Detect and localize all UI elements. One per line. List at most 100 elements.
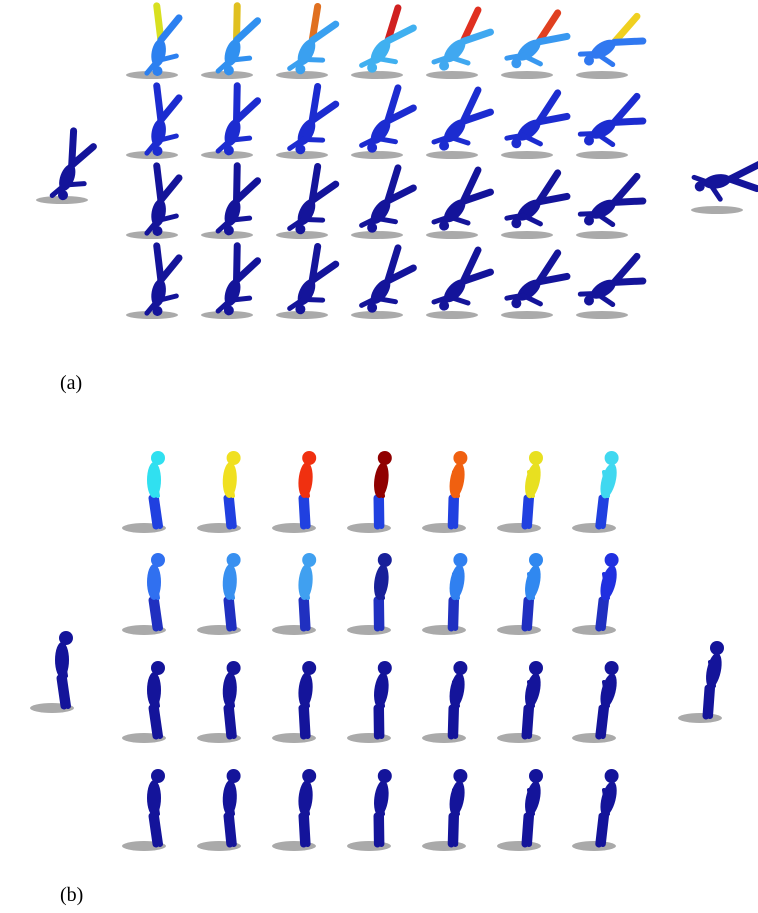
shadow (576, 311, 628, 319)
pose-render (199, 161, 273, 254)
leg (455, 816, 456, 844)
head (529, 769, 543, 783)
leg (231, 708, 234, 736)
head (227, 769, 241, 783)
shadow (126, 231, 178, 239)
head (227, 553, 241, 567)
panel-label: (b) (60, 884, 83, 907)
pose-render (565, 176, 663, 262)
shadow (126, 151, 178, 159)
head (529, 451, 543, 465)
head (151, 553, 165, 567)
head (605, 553, 619, 567)
pose-render (492, 13, 588, 105)
pose-render (347, 166, 434, 263)
leg (306, 708, 308, 736)
pose-render (565, 96, 663, 182)
pose-render (197, 769, 241, 851)
leg (306, 816, 308, 844)
leg (231, 816, 234, 844)
shadow (497, 523, 541, 533)
pose-render (197, 661, 241, 743)
shadow (576, 71, 628, 79)
head (605, 661, 619, 675)
leg (451, 708, 452, 736)
pose-render (678, 641, 724, 723)
leg (156, 498, 160, 526)
shadow (497, 841, 541, 851)
figure-page: (a) (b) (0, 0, 758, 913)
shadow (347, 733, 391, 743)
pose-render (273, 2, 355, 99)
pose-render (197, 451, 241, 533)
shadow (426, 151, 478, 159)
leg (156, 600, 160, 628)
pose-render (422, 451, 467, 533)
shadow (422, 841, 466, 851)
leg (156, 708, 160, 736)
leg (161, 175, 179, 202)
leg (455, 708, 456, 736)
pose-render (125, 243, 190, 328)
pose-render (572, 553, 620, 635)
leg (306, 498, 308, 526)
shadow (126, 311, 178, 319)
shadow (691, 206, 743, 214)
head (529, 553, 543, 567)
leg (455, 600, 456, 628)
pose-render (497, 661, 543, 743)
head (227, 661, 241, 675)
leg (529, 816, 531, 844)
pose-render (347, 661, 392, 743)
shadow (678, 713, 722, 723)
pose-render (273, 162, 355, 259)
leg (455, 498, 456, 526)
leg (161, 255, 179, 282)
pose-render (199, 241, 273, 334)
leg (710, 688, 712, 716)
pose-render (125, 3, 190, 88)
leg (529, 498, 531, 526)
head (453, 451, 467, 465)
pose-render (684, 164, 758, 223)
pose-render (122, 661, 166, 743)
pose-render (492, 173, 588, 265)
head (302, 661, 316, 675)
head (302, 769, 316, 783)
pose-figure (0, 0, 758, 913)
shadow (347, 625, 391, 635)
shadow (422, 523, 466, 533)
shadow (422, 625, 466, 635)
head (302, 553, 316, 567)
shadow (501, 231, 553, 239)
shadow (572, 733, 616, 743)
head (378, 553, 392, 567)
head (151, 769, 165, 783)
pose-render (33, 126, 109, 220)
shadow (426, 71, 478, 79)
pose-render (122, 553, 166, 635)
pose-render (572, 769, 620, 851)
head (710, 641, 724, 655)
pose-render (347, 553, 392, 635)
pose-render (497, 553, 543, 635)
head (605, 451, 619, 465)
head (453, 661, 467, 675)
shadow (126, 71, 178, 79)
leg (451, 498, 452, 526)
panel-label: (a) (60, 372, 82, 395)
shadow (351, 311, 403, 319)
pose-render (125, 163, 190, 248)
pose-render (272, 451, 316, 533)
pose-render (492, 253, 588, 345)
shadow (572, 523, 616, 533)
pose-render (125, 83, 190, 168)
shadow (501, 71, 553, 79)
pose-render (30, 631, 74, 713)
pose-render (347, 769, 392, 851)
pose-render (572, 451, 620, 533)
pose-render (420, 170, 512, 265)
pose-render (347, 86, 434, 183)
head (605, 769, 619, 783)
pose-render (422, 661, 467, 743)
